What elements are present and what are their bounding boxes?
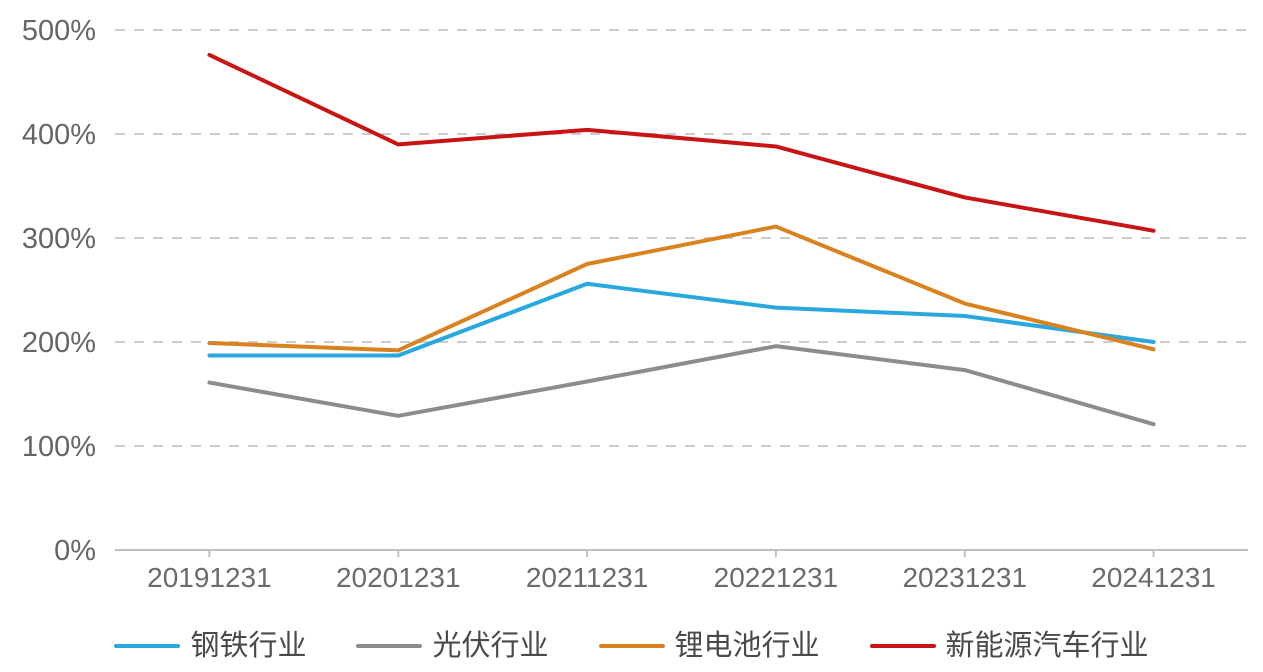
x-axis-label: 20221231 bbox=[714, 562, 839, 593]
x-axis-label: 20231231 bbox=[902, 562, 1027, 593]
y-axis-label: 500% bbox=[22, 15, 96, 47]
y-axis-label: 0% bbox=[54, 535, 96, 567]
legend: 钢铁行业 光伏行业 锂电池行业 新能源汽车行业 bbox=[0, 622, 1263, 670]
x-axis-label: 20191231 bbox=[147, 562, 272, 593]
x-axis-label: 20241231 bbox=[1091, 562, 1216, 593]
series-line-new-energy-vehicle-industry bbox=[207, 52, 1156, 233]
series-line-photovoltaic-industry bbox=[207, 344, 1156, 427]
legend-label-photovoltaic-industry: 光伏行业 bbox=[432, 629, 549, 662]
legend-item-new-energy-vehicle-industry[interactable]: 新能源汽车行业 bbox=[869, 629, 1149, 662]
legend-swatch-steel-industry bbox=[114, 644, 181, 648]
legend-swatch-lithium-battery-industry bbox=[598, 644, 665, 648]
legend-item-lithium-battery-industry[interactable]: 锂电池行业 bbox=[598, 629, 820, 662]
legend-swatch-new-energy-vehicle-industry bbox=[869, 644, 936, 648]
y-axis-label: 300% bbox=[22, 223, 96, 255]
y-axis-label: 400% bbox=[22, 119, 96, 151]
x-axis-label: 20211231 bbox=[526, 562, 649, 593]
series-line-steel-industry bbox=[207, 281, 1156, 358]
legend-label-new-energy-vehicle-industry: 新能源汽车行业 bbox=[945, 629, 1149, 662]
legend-swatch-photovoltaic-industry bbox=[356, 644, 423, 648]
series-line-lithium-battery-industry bbox=[207, 224, 1156, 353]
legend-item-photovoltaic-industry[interactable]: 光伏行业 bbox=[356, 629, 549, 662]
legend-item-steel-industry[interactable]: 钢铁行业 bbox=[114, 629, 307, 662]
x-axis-label: 20201231 bbox=[336, 562, 461, 593]
legend-label-steel-industry: 钢铁行业 bbox=[190, 629, 307, 662]
y-axis-label: 100% bbox=[22, 431, 96, 463]
legend-label-lithium-battery-industry: 锂电池行业 bbox=[674, 629, 820, 662]
y-axis-label: 200% bbox=[22, 327, 96, 359]
